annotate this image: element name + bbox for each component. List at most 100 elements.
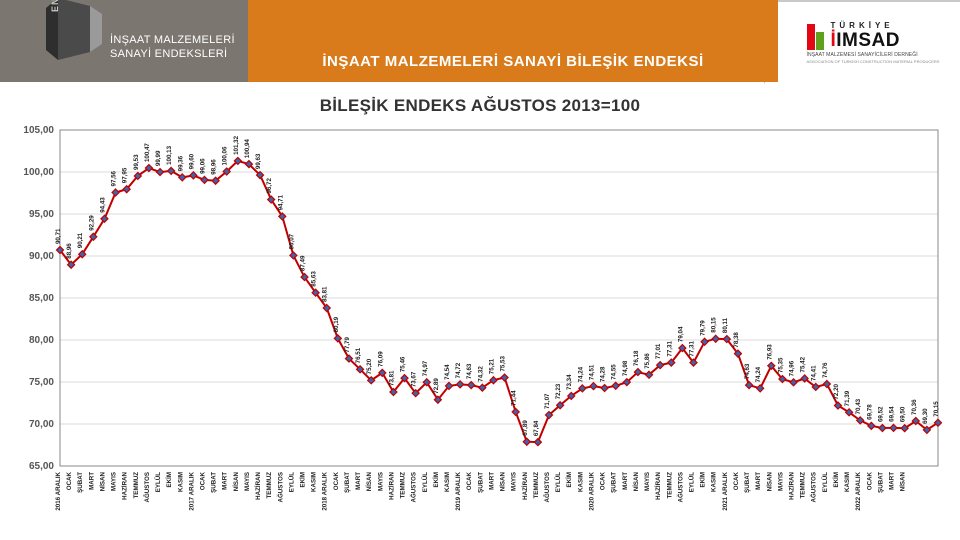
header-left-text: İNŞAAT MALZEMELERİ SANAYİ ENDEKSLERİ	[110, 34, 235, 62]
svg-text:70,00: 70,00	[29, 419, 54, 430]
svg-text:ŞUBAT: ŞUBAT	[877, 472, 884, 493]
imsad-name: İIMSAD	[831, 31, 901, 50]
svg-text:OCAK: OCAK	[600, 471, 607, 490]
endeks-label: ENDEKS	[50, 0, 60, 12]
svg-text:100,47: 100,47	[144, 143, 151, 162]
svg-text:AĞUSTOS: AĞUSTOS	[543, 472, 551, 502]
svg-text:MAYIS: MAYIS	[244, 472, 251, 491]
svg-text:69,54: 69,54	[889, 406, 896, 422]
svg-text:67,84: 67,84	[533, 420, 540, 436]
svg-text:96,72: 96,72	[266, 178, 273, 194]
svg-text:2017 ARALIK: 2017 ARALIK	[188, 471, 195, 510]
svg-text:76,93: 76,93	[766, 344, 773, 360]
svg-text:79,04: 79,04	[677, 326, 684, 342]
svg-text:OCAK: OCAK	[199, 471, 206, 490]
svg-text:EKİM: EKİM	[300, 472, 307, 487]
svg-text:AĞUSTOS: AĞUSTOS	[676, 472, 684, 502]
svg-text:MAYIS: MAYIS	[511, 472, 518, 491]
svg-text:75,86: 75,86	[644, 353, 651, 369]
svg-text:ŞUBAT: ŞUBAT	[744, 472, 751, 493]
svg-text:EYLÜL: EYLÜL	[155, 472, 162, 493]
svg-text:OCAK: OCAK	[866, 471, 873, 490]
svg-text:NİSAN: NİSAN	[633, 471, 640, 491]
svg-text:71,44: 71,44	[511, 390, 518, 406]
svg-text:74,63: 74,63	[744, 363, 751, 379]
svg-text:99,06: 99,06	[199, 158, 206, 174]
svg-text:97,95: 97,95	[122, 167, 129, 183]
svg-text:2019 ARALIK: 2019 ARALIK	[455, 471, 462, 510]
imsad-country: TÜRKİYE	[831, 22, 901, 30]
svg-text:NİSAN: NİSAN	[366, 471, 373, 491]
svg-text:75,53: 75,53	[500, 356, 507, 372]
imsad-sub1: İNŞAAT MALZEMESİ SANAYİCİLERİ DERNEĞİ	[807, 52, 918, 58]
svg-text:100,00: 100,00	[23, 167, 54, 178]
svg-text:2021 ARALIK: 2021 ARALIK	[722, 471, 729, 510]
svg-text:74,32: 74,32	[477, 366, 484, 382]
svg-text:ŞUBAT: ŞUBAT	[77, 472, 84, 493]
svg-text:65,00: 65,00	[29, 461, 54, 472]
svg-text:MART: MART	[889, 472, 896, 490]
svg-text:NİSAN: NİSAN	[500, 471, 507, 491]
svg-text:97,56: 97,56	[111, 170, 118, 186]
svg-text:2022 ARALIK: 2022 ARALIK	[855, 471, 862, 510]
svg-text:MAYIS: MAYIS	[111, 472, 118, 491]
svg-text:99,63: 99,63	[255, 153, 262, 169]
svg-text:OCAK: OCAK	[733, 471, 740, 490]
svg-text:OCAK: OCAK	[333, 471, 340, 490]
svg-text:76,09: 76,09	[377, 351, 384, 367]
header-arrow-1	[234, 0, 248, 82]
svg-text:MART: MART	[488, 472, 495, 490]
svg-text:70,43: 70,43	[855, 398, 862, 414]
svg-text:TEMMUZ: TEMMUZ	[266, 472, 273, 499]
header-mid-title: İNŞAAT MALZEMELERİ SANAYİ BİLEŞİK ENDEKS…	[322, 53, 703, 70]
svg-text:69,78: 69,78	[866, 404, 873, 420]
svg-text:77,79: 77,79	[344, 337, 351, 353]
svg-text:77,31: 77,31	[688, 341, 695, 357]
svg-text:74,72: 74,72	[455, 362, 462, 378]
svg-text:67,89: 67,89	[522, 420, 529, 436]
chart-area: 65,0070,0075,0080,0085,0090,0095,00100,0…	[14, 124, 946, 534]
svg-text:74,96: 74,96	[789, 360, 796, 376]
svg-text:78,38: 78,38	[733, 332, 740, 348]
svg-text:73,34: 73,34	[566, 374, 573, 390]
svg-text:71,39: 71,39	[844, 390, 851, 406]
svg-text:74,51: 74,51	[588, 364, 595, 380]
svg-text:99,53: 99,53	[133, 154, 140, 170]
svg-text:80,19: 80,19	[333, 316, 340, 332]
svg-text:94,71: 94,71	[277, 194, 284, 210]
page: ENDEKS İNŞAAT MALZEMELERİ SANAYİ ENDEKSL…	[0, 0, 960, 540]
svg-text:KASIM: KASIM	[311, 472, 318, 492]
svg-text:75,35: 75,35	[777, 357, 784, 373]
svg-text:101,32: 101,32	[233, 135, 240, 154]
svg-text:NİSAN: NİSAN	[233, 471, 240, 491]
svg-text:HAZİRAN: HAZİRAN	[655, 471, 662, 499]
svg-text:NİSAN: NİSAN	[99, 471, 106, 491]
svg-text:NİSAN: NİSAN	[900, 471, 907, 491]
svg-text:90,00: 90,00	[29, 251, 54, 262]
svg-text:80,11: 80,11	[722, 317, 729, 333]
svg-text:72,23: 72,23	[555, 383, 562, 399]
svg-text:72,89: 72,89	[433, 378, 440, 394]
svg-text:EKİM: EKİM	[700, 472, 707, 487]
header-mid-panel: İNŞAAT MALZEMELERİ SANAYİ BİLEŞİK ENDEKS…	[248, 0, 778, 82]
svg-text:72,20: 72,20	[833, 383, 840, 399]
imsad-mark-icon	[807, 20, 827, 50]
svg-text:99,60: 99,60	[188, 153, 195, 169]
svg-text:ŞUBAT: ŞUBAT	[477, 472, 484, 493]
svg-text:2018 ARALIK: 2018 ARALIK	[322, 471, 329, 510]
svg-text:71,07: 71,07	[544, 393, 551, 409]
svg-text:HAZİRAN: HAZİRAN	[388, 471, 395, 499]
endeks-badge: ENDEKS	[38, 0, 110, 66]
svg-text:95,00: 95,00	[29, 209, 54, 220]
svg-text:HAZİRAN: HAZİRAN	[255, 471, 262, 499]
svg-text:98,96: 98,96	[211, 159, 218, 175]
header-arrow-2	[764, 2, 778, 84]
svg-text:100,94: 100,94	[244, 139, 251, 158]
svg-text:AĞUSTOS: AĞUSTOS	[143, 472, 151, 502]
svg-text:MART: MART	[622, 472, 629, 490]
svg-text:75,21: 75,21	[488, 358, 495, 374]
svg-text:HAZİRAN: HAZİRAN	[789, 471, 796, 499]
svg-text:76,18: 76,18	[633, 350, 640, 366]
svg-text:MAYIS: MAYIS	[777, 472, 784, 491]
svg-text:TEMMUZ: TEMMUZ	[800, 472, 807, 499]
